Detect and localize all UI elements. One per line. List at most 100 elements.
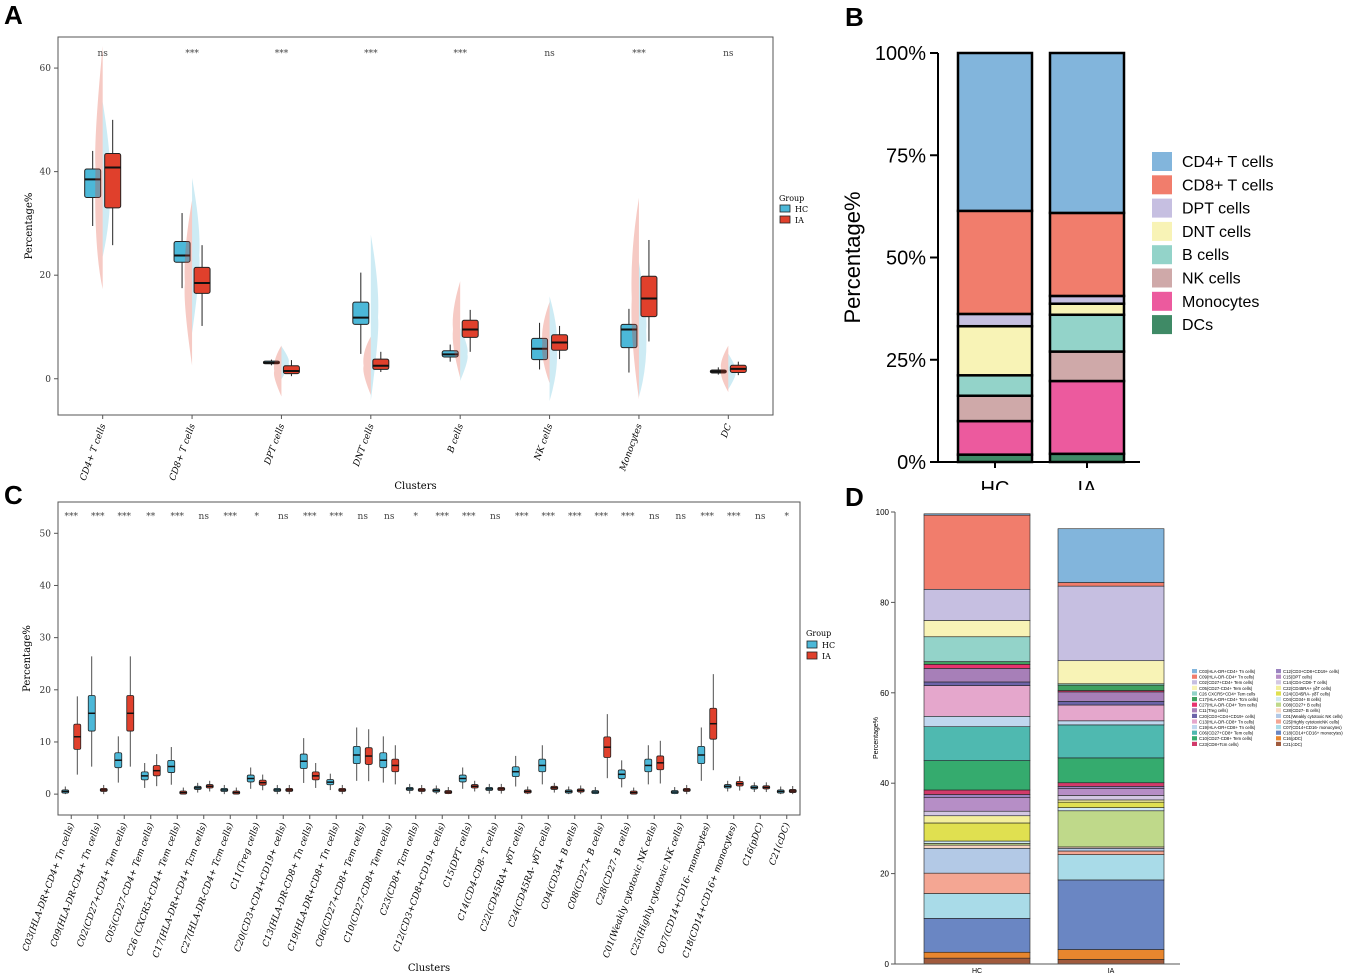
chart-d: 0 20 40 60 80 100 Percentage% HC IA C03(HLA-DR+CD… — [873, 508, 1343, 974]
significance-c17-hla-dr-cd4-tcm-cells: ns — [199, 512, 210, 522]
bar-segment-ia-b-cells — [1048, 313, 1126, 353]
bar-segment-hc-c15-dpt-cells — [923, 797, 1031, 812]
bar-segment-ia-c15-dpt-cells — [1057, 788, 1165, 796]
bar-segment-hc-c16-pdc — [923, 951, 1031, 959]
bar-segment-ia-c06-cd27-cd8-tem-cells — [1057, 724, 1165, 759]
bar-segment-hc-c27-hla-dr-cd4-tcm-cells — [923, 664, 1031, 669]
legend-swatch-c02-cd27-cd4-tem-cells — [1192, 680, 1197, 685]
bar-segment-hc-c07-cd14-cd16-monocytes — [923, 893, 1031, 919]
legend-swatch-c03-hla-dr-cd4-tn-cells — [1192, 669, 1197, 674]
y-tick-label-40: 40 — [880, 779, 889, 788]
x-tick-label-monocytes: Monocytes — [618, 422, 645, 473]
legend-label-c08-cd27-b-cells: C08(CD27+ B cells) — [1283, 703, 1322, 708]
violin-ia-dpt-cells — [273, 345, 282, 397]
bar-segment-ia-c23-cd8-tcm-cells — [1057, 782, 1165, 787]
x-tick-label-c19-hla-dr-cd8-tn-cells: C19(HLA-DR+CD8+ Tn cells) — [285, 821, 342, 953]
x-tick-label-b-cells: B cells — [446, 422, 466, 455]
legend-swatch-b-cells — [1152, 245, 1172, 265]
x-tick-label-dpt-cells: DPT cells — [263, 422, 288, 467]
significance-c22-cd45ra-t-cells: *** — [515, 512, 529, 522]
legend-label-c22-cd45ra-t-cells: C22(CD45RA+ γδT cells) — [1283, 686, 1332, 691]
x-tick-label-hc: HC — [981, 478, 1010, 490]
bar-segment-hc-c02-cd27-cd4-tem-cells — [923, 588, 1031, 621]
x-tick-label-c26-cxcr5-cd4-tem-cells: C26 (CXCR5+CD4+ Tem cells) — [124, 821, 183, 958]
bar-segment-hc-monocytes — [956, 419, 1034, 456]
significance-c21-cdc: * — [785, 512, 790, 522]
significance-c15-dpt-cells: *** — [462, 512, 476, 522]
legend-label-c21-cdc: C21(cDC) — [1283, 742, 1303, 747]
significance-c03-hla-dr-cd4-tn-cells: *** — [65, 512, 79, 522]
bar-segment-hc-c24-cd45ra-t-cells — [923, 822, 1031, 842]
legend-label-dcs: DCs — [1182, 317, 1213, 334]
y-tick-label-75: 75% — [886, 145, 926, 167]
legend-swatch-c23-cd8-tcm-cells — [1192, 741, 1197, 746]
bar-segment-ia-c02-cd27-cd4-tem-cells — [1057, 585, 1165, 662]
bar-segment-hc-c22-cd45ra-t-cells — [923, 815, 1031, 824]
bar-segment-hc-c26-cxcr5-cd4-tem-cells — [923, 636, 1031, 662]
bar-segment-ia-c07-cd14-cd16-monocytes — [1057, 854, 1165, 881]
violin-ia-monocytes — [631, 197, 639, 400]
significance-dnt-cells: *** — [364, 49, 378, 59]
bar-segment-ia-c05-cd27-cd4-tem-cells — [1057, 660, 1165, 685]
significance-c02-cd27-cd4-tem-cells: *** — [118, 512, 132, 522]
legend-swatch-c01-weakly-cytotoxic-nk-cells — [1276, 713, 1281, 718]
legend-swatch-c27-hla-dr-cd4-tcm-cells — [1192, 702, 1197, 707]
legend-swatch-cd4-t-cells — [1152, 152, 1172, 171]
bar-segment-hc-c12-cd3-cd8-cd19-cells — [923, 794, 1031, 798]
bar-segment-ia-c13-hla-dr-cd8-tn-cells — [1057, 704, 1165, 722]
significance-nk-cells: ns — [544, 49, 555, 59]
legend-label-c11-treg-cells: C11(Treg cells) — [1199, 708, 1228, 713]
legend-label-c09-hla-dr-cd4-tn-cells: C09(HLA-DR-CD4+ Tn cells) — [1199, 675, 1255, 680]
significance-c20-cd3-cd4-cd19-cells: ns — [278, 512, 289, 522]
box-hc-cd4-t-cells — [84, 168, 102, 199]
y-tick-label-0: 0 — [45, 375, 51, 385]
significance-c06-cd27-cd8-tem-cells: ns — [358, 512, 369, 522]
x-tick-label-nk-cells: NK cells — [533, 422, 556, 463]
significance-monocytes: *** — [632, 49, 646, 59]
legend-label-c13-hla-dr-cd8-tn-cells: C13(HLA-DR-CD8+ Tn cells) — [1199, 719, 1255, 724]
legend-label-hc: HC — [822, 641, 835, 650]
x-tick-label-cd8-t-cells: CD8+ T cells — [168, 422, 198, 482]
significance-c19-hla-dr-cd8-tn-cells: *** — [330, 512, 344, 522]
legend-swatch-c09-hla-dr-cd4-tn-cells — [1192, 674, 1197, 679]
bar-segment-ia-c04-cd34-b-cells — [1057, 807, 1165, 812]
legend-title: Group — [779, 194, 804, 203]
bar-segment-ia-c22-cd45ra-t-cells — [1057, 799, 1165, 803]
y-tick-label-20: 20 — [880, 870, 889, 879]
box-ia-dpt-cells — [282, 365, 300, 375]
legend-label-c27-hla-dr-cd4-tcm-cells: C27(HLA-DR-CD4+ Tcm cells) — [1199, 703, 1258, 708]
bar-segment-hc-dnt-cells — [956, 324, 1034, 377]
x-tick-label-dc: DC — [720, 423, 735, 441]
significance-c04-cd34-b-cells: *** — [568, 512, 582, 522]
legend-swatch-c08-cd27-b-cells — [1276, 702, 1281, 707]
legend-label-c03-hla-dr-cd4-tn-cells: C03(HLA-DR+CD4+ Tn cells) — [1199, 669, 1256, 674]
bar-segment-ia-c03-hla-dr-cd4-tn-cells — [1057, 528, 1165, 583]
x-axis-label: Clusters — [408, 963, 450, 974]
legend-label-c19-hla-dr-cd8-tn-cells: C19(HLA-DR+CD8+ Tn cells) — [1199, 725, 1256, 730]
legend-label-c06-cd27-cd8-tem-cells: C06(CD27+CD8+ Tem cells) — [1199, 731, 1254, 736]
x-tick-label-c27-hla-dr-cd4-tcm-cells: C27(HLA-DR-CD4+ Tcm cells) — [178, 821, 236, 955]
y-tick-label-20: 20 — [40, 686, 52, 696]
x-tick-label-c25-highly-cytotoxic-nk-cells: C25(Highly cytotoxic NK cells) — [628, 821, 687, 957]
violin-ia-b-cells — [452, 281, 461, 378]
legend-swatch-c19-hla-dr-cd8-tn-cells — [1192, 725, 1197, 730]
legend-label-c25-highly-cytotoxicnk-cells: C25(Highly cytotoxicNK cells) — [1283, 719, 1340, 724]
legend-label-c20-cd3-cd4-cd19-cells: C20(CD3+CD4+CD19+ cells) — [1199, 714, 1256, 719]
x-tick-label-c07-cd14-cd16-monocytes: C07(CD14+CD16- monocytes) — [655, 821, 713, 956]
significance-c27-hla-dr-cd4-tcm-cells: *** — [224, 512, 238, 522]
panel-letter-c: C — [4, 480, 23, 510]
legend-swatch-monocytes — [1152, 291, 1172, 311]
plot-frame — [57, 501, 801, 816]
legend-swatch-ia — [779, 215, 791, 224]
legend-label-c10-cd27-cd8-tem-cells: C10(CD27-CD8+ Tem cells) — [1199, 736, 1253, 741]
legend-swatch-c06-cd27-cd8-tem-cells — [1192, 730, 1197, 735]
significance-cd8-t-cells: *** — [185, 49, 199, 59]
y-axis-label: Percentage% — [873, 717, 880, 759]
significance-b-cells: *** — [453, 49, 467, 59]
panel-letter-b: B — [845, 2, 864, 32]
bar-segment-hc-c20-cd3-cd4-cd19-cells — [923, 681, 1031, 686]
violin-hc-dnt-cells — [370, 234, 379, 401]
x-tick-label-ia: IA — [1108, 968, 1115, 974]
x-tick-label-c10-cd27-cd8-tem-cells: C10(CD27-CD8+ Tem cells) — [341, 821, 395, 945]
significance-c05-cd27-cd4-tem-cells: ** — [146, 512, 156, 522]
